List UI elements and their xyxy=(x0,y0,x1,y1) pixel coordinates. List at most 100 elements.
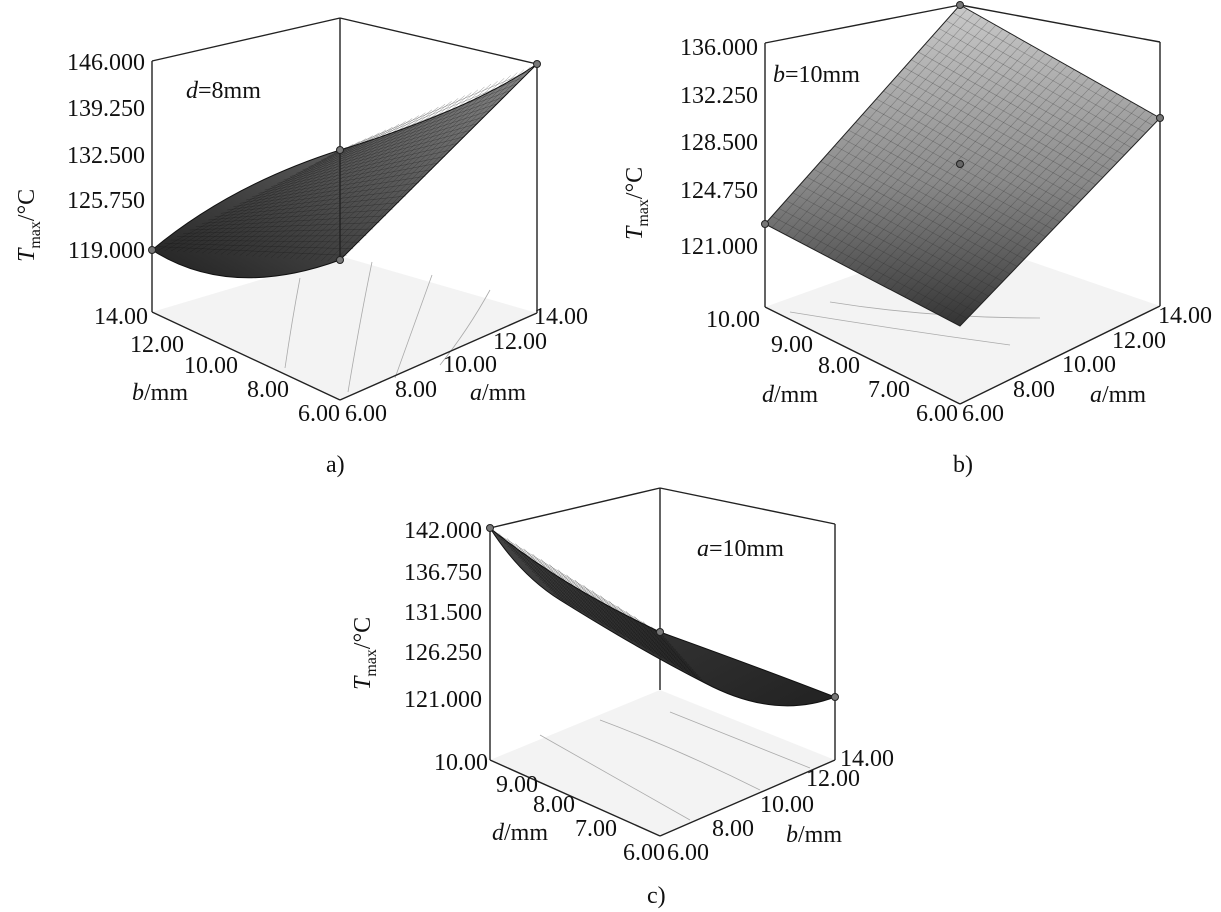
surface-mesh-line xyxy=(642,621,691,675)
surface-mesh-line xyxy=(321,72,518,261)
surface-mesh-line xyxy=(333,66,531,262)
panel-b-xtick: 9.00 xyxy=(771,332,813,358)
surface-mesh-line xyxy=(314,90,511,164)
surface-mesh-line xyxy=(827,153,1025,260)
panel-a-ztick: 119.000 xyxy=(68,238,145,264)
surface-mesh-line xyxy=(183,228,373,234)
panel-a-ylabel: a/mm xyxy=(470,380,526,406)
surface-mesh-line xyxy=(528,567,685,661)
panel-a: 146.000 139.250 132.500 125.750 119.000 … xyxy=(14,17,588,478)
surface-mesh-line xyxy=(608,600,662,659)
surface-mesh-line xyxy=(855,57,1054,272)
surface-mesh-line xyxy=(545,585,697,674)
panel-c-xtick: 6.00 xyxy=(623,840,665,866)
panel-a-back-edge xyxy=(339,17,538,65)
surface-mesh-line xyxy=(574,579,633,642)
surface-mesh-line xyxy=(164,243,354,250)
surface-mesh-line xyxy=(189,132,380,253)
panel-c-ytick: 6.00 xyxy=(667,840,709,866)
surface-mesh-line xyxy=(239,109,433,256)
panel-c-ztick: 142.000 xyxy=(404,518,482,544)
panel-b-mesh xyxy=(771,8,1154,323)
surface-mesh-line xyxy=(952,12,1154,126)
surface-mesh-line xyxy=(556,596,703,681)
surface-mesh-line xyxy=(883,90,1082,200)
surface-mesh-line xyxy=(333,70,531,154)
surface-mesh-line xyxy=(600,595,655,655)
surface-mesh-line xyxy=(264,98,459,258)
surface-mesh-line xyxy=(806,29,1004,247)
panel-b-zlabel: Tmax/°C xyxy=(622,167,652,240)
surface-mesh-line xyxy=(271,136,465,187)
surface-mesh-line xyxy=(813,168,1011,275)
panel-c-contour xyxy=(669,711,811,769)
surface-mesh-line xyxy=(327,76,524,157)
panel-a-xtick: 12.00 xyxy=(130,332,184,358)
panel-c-zlabel: Tmax/°C xyxy=(350,617,380,690)
panel-c-contour xyxy=(539,734,691,821)
surface-mesh-line xyxy=(321,83,518,161)
panel-a-ztick: 132.500 xyxy=(67,143,145,169)
panel-b-ytick: 12.00 xyxy=(1112,328,1166,354)
surface-mesh-line xyxy=(841,137,1039,245)
surface-mesh-line xyxy=(538,578,692,668)
surface-mesh-line xyxy=(841,49,1039,265)
surface-mesh-line xyxy=(549,588,699,676)
panel-a-ztick: 125.750 xyxy=(67,188,145,214)
panel-a-corner-point xyxy=(336,146,344,154)
panel-c-xtick: 8.00 xyxy=(533,792,575,818)
surface-mesh-line xyxy=(314,75,511,261)
panel-b: 136.000 132.250 128.500 124.750 121.000 … xyxy=(622,1,1212,478)
panel-a-mesh xyxy=(158,66,531,262)
surface-mesh-line xyxy=(917,93,1118,305)
surface-mesh-line xyxy=(952,113,1154,323)
surface-mesh-line xyxy=(308,96,505,167)
panel-a-ytick: 8.00 xyxy=(395,377,437,403)
surface-mesh-line xyxy=(158,146,347,251)
surface-mesh-line xyxy=(918,51,1118,163)
panel-c-floor-edge xyxy=(489,759,661,837)
surface-mesh-line xyxy=(778,208,975,312)
surface-mesh-line xyxy=(625,611,677,667)
panel-a-floor xyxy=(152,256,537,400)
surface-mesh-line xyxy=(258,101,452,257)
surface-mesh-line xyxy=(925,43,1125,156)
panel-b-xtick: 8.00 xyxy=(818,353,860,379)
panel-c-corner-point xyxy=(831,693,839,701)
surface-mesh-line xyxy=(164,144,354,252)
surface-mesh-line xyxy=(778,12,975,232)
surface-mesh-line xyxy=(183,135,373,253)
surface-mesh-line xyxy=(220,118,413,255)
panel-a-corner-point xyxy=(336,256,344,264)
surface-mesh-line xyxy=(869,65,1068,279)
panel-b-ytick: 8.00 xyxy=(1013,377,1055,403)
panel-b-back-edge xyxy=(959,4,1161,43)
surface-mesh-line xyxy=(302,81,498,260)
panel-c-corner-point xyxy=(656,628,664,636)
panel-c-corner-point xyxy=(486,524,494,532)
panel-b-xtick: 7.00 xyxy=(868,377,910,403)
panel-a-ytick: 10.00 xyxy=(443,352,497,378)
panel-a-back-edge xyxy=(151,17,341,62)
surface-mesh-line xyxy=(834,45,1032,261)
panel-b-corner-point xyxy=(956,1,964,9)
surface-mesh-line xyxy=(890,82,1089,193)
surface-mesh-line xyxy=(170,239,360,243)
panel-a-ztick: 146.000 xyxy=(67,50,145,76)
panel-b-back-edge xyxy=(764,4,961,44)
surface-mesh-line xyxy=(227,182,419,211)
panel-b-ztick: 121.000 xyxy=(680,234,758,260)
surface-mesh-line xyxy=(785,200,982,304)
panel-a-xlabel: b/mm xyxy=(132,380,188,406)
surface-mesh-line xyxy=(931,36,1132,148)
panel-c-ztick: 131.500 xyxy=(404,600,482,626)
surface-mesh-line xyxy=(904,67,1104,178)
panel-b-ytick: 6.00 xyxy=(962,401,1004,427)
panel-b-ytick: 14.00 xyxy=(1158,303,1212,329)
surface-mesh-line xyxy=(252,156,446,197)
panel-b-contour xyxy=(829,301,1041,319)
surface-mesh-line xyxy=(552,592,701,679)
surface-mesh-line xyxy=(208,123,400,254)
panel-a-contour xyxy=(284,277,301,369)
